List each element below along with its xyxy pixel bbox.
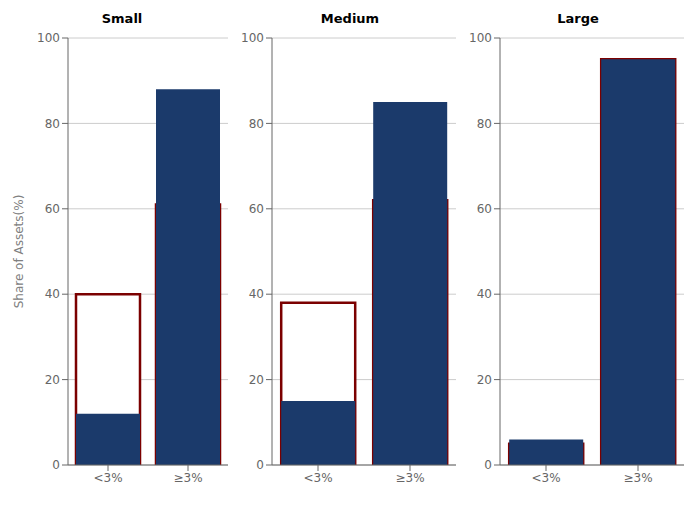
svg-text:80: 80 [45, 117, 60, 131]
svg-text:20: 20 [477, 373, 492, 387]
svg-text:≥3%: ≥3% [395, 471, 424, 485]
svg-text:100: 100 [241, 31, 264, 45]
svg-text:<3%: <3% [303, 471, 332, 485]
svg-text:100: 100 [37, 31, 60, 45]
svg-text:0: 0 [52, 458, 60, 472]
html-text:Medium: Medium [320, 11, 380, 26]
svg-text:0: 0 [256, 458, 264, 472]
svg-text:80: 80 [249, 117, 264, 131]
svg-text:20: 20 [45, 373, 60, 387]
svg-text:60: 60 [249, 202, 264, 216]
svg-text:0: 0 [484, 458, 492, 472]
svg-text:60: 60 [45, 202, 60, 216]
svg-text:100: 100 [469, 31, 492, 45]
svg-text:80: 80 [477, 117, 492, 131]
svg-text:Share of Assets(%): Share of Assets(%) [12, 195, 26, 309]
svg-text:<3%: <3% [93, 471, 122, 485]
html-text:Small: Small [101, 11, 143, 26]
svg-text:60: 60 [477, 202, 492, 216]
svg-text:<3%: <3% [531, 471, 560, 485]
svg-text:40: 40 [45, 287, 60, 301]
svg-text:≥3%: ≥3% [173, 471, 202, 485]
svg-text:≥3%: ≥3% [623, 471, 652, 485]
svg-text:40: 40 [477, 287, 492, 301]
svg-text:20: 20 [249, 373, 264, 387]
html-text:Large: Large [557, 11, 599, 26]
svg-text:40: 40 [249, 287, 264, 301]
